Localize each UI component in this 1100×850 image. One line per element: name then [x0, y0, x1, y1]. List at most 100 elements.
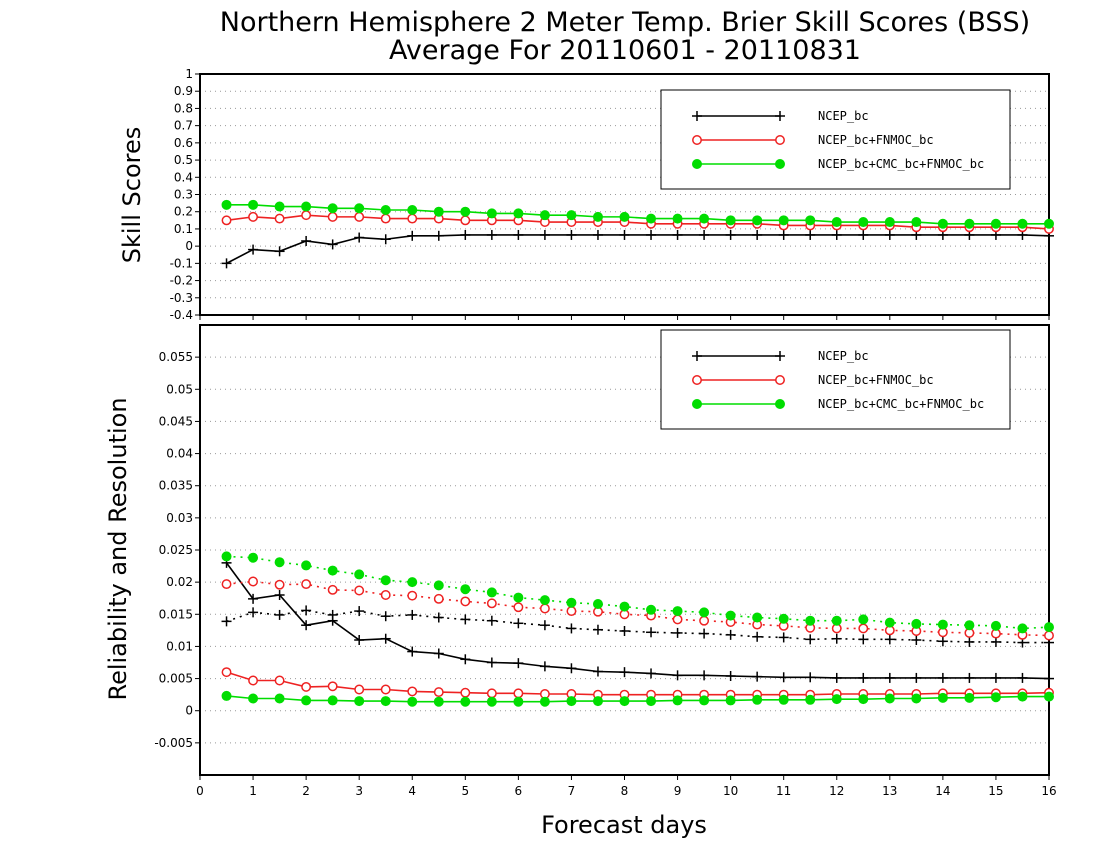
data-point: [407, 230, 418, 241]
data-point: [248, 199, 259, 210]
data-point: [354, 606, 365, 617]
data-point: [486, 229, 497, 240]
data-point: [752, 229, 763, 240]
data-point: [672, 695, 683, 706]
data-point: [327, 695, 338, 706]
data-point: [646, 213, 657, 224]
series-line: [226, 580, 1050, 637]
data-point: [433, 580, 444, 591]
data-point: [619, 696, 630, 707]
legend-label: NCEP_bc+CMC_bc+FNMOC_bc: [818, 397, 984, 411]
data-point: [221, 579, 232, 590]
y-tick-label: 0.005: [159, 672, 193, 686]
data-point: [1017, 672, 1028, 683]
data-point: [778, 215, 789, 226]
data-point: [460, 584, 471, 595]
x-tick-label: 3: [355, 784, 363, 798]
data-point: [380, 633, 391, 644]
data-point: [805, 694, 816, 705]
data-point: [486, 598, 497, 609]
data-point: [831, 694, 842, 705]
data-point: [301, 201, 312, 212]
data-point: [566, 663, 577, 674]
data-point: [301, 210, 312, 221]
legend-label: NCEP_bc+FNMOC_bc: [818, 133, 934, 147]
data-point: [831, 229, 842, 240]
series-ncep-bc-reliability: [221, 557, 1054, 684]
legend-item: NCEP_bc+FNMOC_bc: [692, 133, 934, 147]
data-point: [274, 201, 285, 212]
data-point: [486, 696, 497, 707]
data-point: [672, 229, 683, 240]
data-point: [646, 696, 657, 707]
legend-marker-start: [692, 375, 702, 385]
data-point: [619, 211, 630, 222]
data-point: [221, 616, 232, 627]
chart-title-line2: Average For 20110601 - 20110831: [389, 35, 861, 66]
data-point: [858, 229, 869, 240]
data-point: [964, 620, 975, 631]
data-point: [592, 599, 603, 609]
data-point: [460, 206, 471, 217]
plot-frame: [199, 324, 1050, 776]
data-point: [699, 695, 710, 706]
data-point: [274, 213, 285, 224]
series-ncep-bc-cmc-bc-fnmoc-bc-resolution: [221, 551, 1054, 634]
data-point: [327, 239, 338, 250]
x-tick-label: 11: [776, 784, 791, 798]
data-point: [725, 229, 736, 240]
y-tick-label: -0.4: [170, 308, 193, 322]
data-point: [725, 671, 736, 681]
data-point: [805, 672, 816, 683]
data-point: [592, 666, 603, 677]
data-point: [274, 579, 285, 590]
data-point: [513, 658, 524, 669]
data-point: [380, 204, 391, 215]
legend-item: NCEP_bc+CMC_bc+FNMOC_bc: [692, 397, 984, 411]
data-point: [221, 551, 232, 562]
data-point: [672, 213, 683, 224]
data-point: [539, 210, 550, 221]
data-point: [884, 229, 895, 240]
data-point: [672, 670, 683, 681]
legend-item: NCEP_bc: [692, 349, 869, 363]
data-point: [1044, 622, 1054, 633]
data-point: [937, 218, 948, 229]
data-point: [407, 646, 418, 657]
y-tick-label: 0.045: [159, 414, 193, 428]
x-axis-label: Forecast days: [541, 811, 707, 839]
legend-label: NCEP_bc+CMC_bc+FNMOC_bc: [818, 157, 984, 171]
data-point: [274, 246, 285, 257]
data-point: [937, 619, 948, 630]
data-point: [566, 606, 577, 617]
data-point: [964, 692, 975, 703]
y-tick-label: 0.02: [166, 575, 193, 589]
y-tick-label: -0.005: [154, 736, 193, 750]
series-line: [226, 234, 1050, 265]
legend-marker-end: [775, 111, 785, 121]
data-point: [858, 634, 869, 645]
data-point: [592, 229, 603, 240]
series-ncep-bc: [221, 229, 1054, 269]
legend-marker-end: [775, 351, 785, 361]
x-tick-label: 16: [1041, 784, 1056, 798]
data-point: [460, 654, 471, 665]
data-point: [433, 648, 444, 659]
y-tick-label: -0.1: [170, 256, 193, 270]
legend: NCEP_bc NCEP_bc+FNMOC_bc NCEP_bc+CMC_bc+FN…: [660, 329, 1011, 430]
data-point: [248, 675, 259, 686]
data-point: [884, 693, 895, 704]
data-point: [380, 684, 391, 695]
y-tick-label: 0.035: [159, 479, 193, 493]
y-tick-label: 0: [185, 704, 193, 718]
data-point: [725, 610, 736, 621]
data-point: [354, 585, 365, 596]
data-point: [911, 217, 922, 228]
data-point: [646, 604, 657, 615]
series-ncep-bc-cmc-bc-fnmoc-bc: [221, 199, 1054, 229]
data-point: [646, 627, 657, 638]
data-point: [301, 695, 312, 706]
x-tick-label: 9: [674, 784, 682, 798]
data-point: [911, 618, 922, 629]
data-point: [1044, 691, 1054, 702]
